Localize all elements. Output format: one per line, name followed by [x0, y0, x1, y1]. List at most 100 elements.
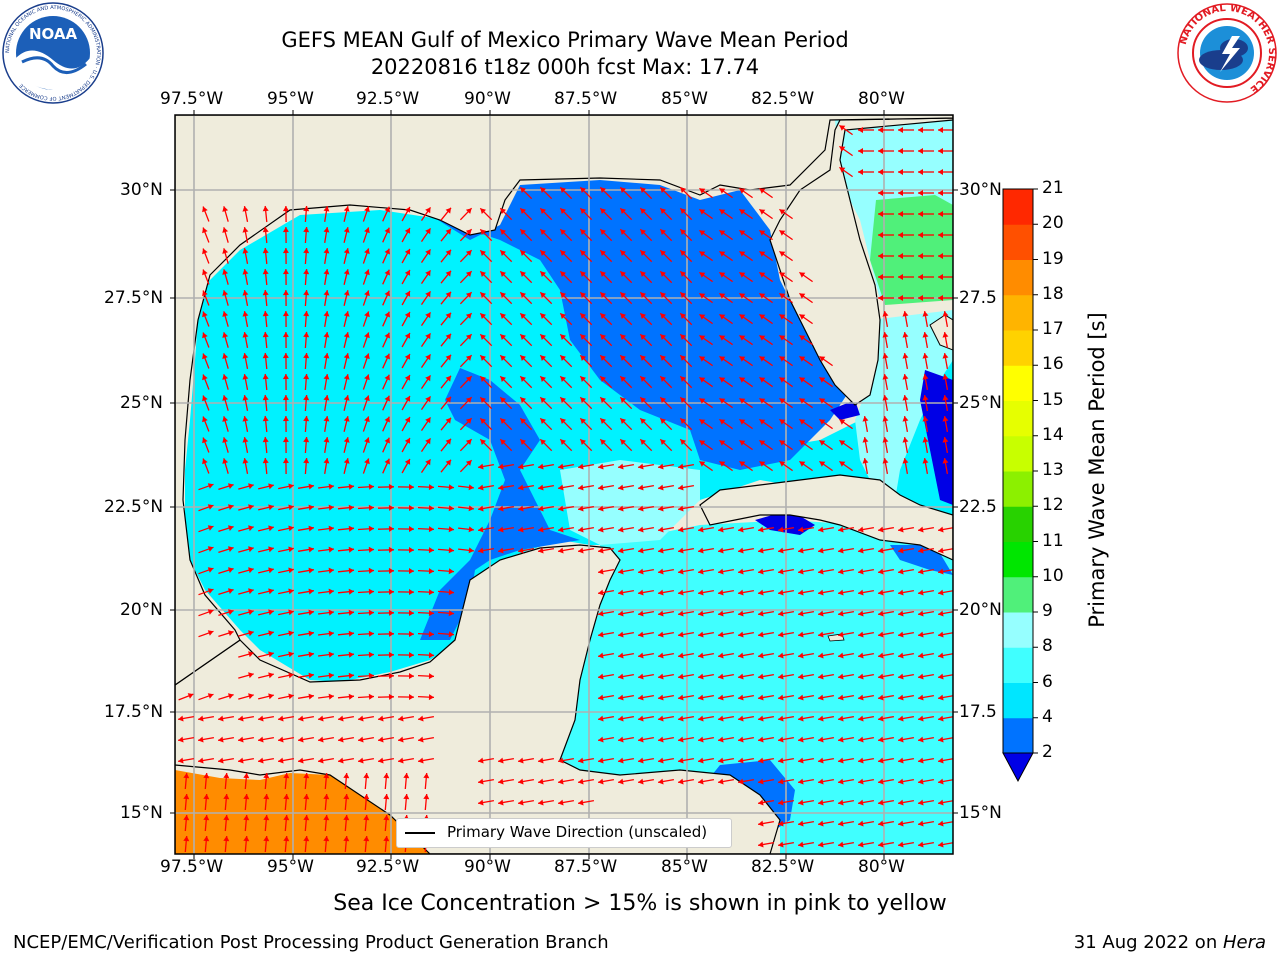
wave-arrow-head: [818, 652, 824, 659]
wave-arrow-head: [428, 631, 434, 638]
wave-arrow-head: [698, 694, 704, 701]
wave-arrow-head: [558, 484, 564, 491]
wave-arrow-head: [638, 484, 644, 491]
wave-arrow-head: [223, 794, 230, 800]
wave-arrow-head: [248, 672, 254, 679]
wave-arrow-head: [268, 693, 274, 700]
wave-arrow-head: [779, 272, 786, 278]
wave-arrow-head: [383, 773, 390, 779]
wave-arrow-head: [418, 757, 424, 764]
wave-arrow-head: [268, 525, 274, 532]
wave-arrow-head: [323, 815, 330, 821]
wave-arrow-head: [680, 355, 686, 361]
wave-arrow-head: [222, 311, 229, 317]
wave-arrow-head: [448, 568, 454, 575]
wave-arrow-head: [819, 440, 826, 446]
wave-arrow-head: [938, 253, 943, 259]
wave-arrow-head: [699, 419, 706, 425]
wave-arrow-head: [798, 610, 804, 617]
wave-arrow-head: [323, 416, 330, 422]
wave-arrow-head: [660, 397, 666, 403]
wave-arrow-head: [618, 778, 624, 785]
wave-arrow-head: [838, 589, 844, 596]
wave-arrow-head: [560, 187, 566, 193]
wave-arrow-head: [738, 757, 744, 764]
wave-arrow-head: [658, 484, 664, 491]
wave-arrow-head: [465, 271, 472, 277]
wave-arrow-head: [580, 418, 586, 424]
wave-arrow-head: [898, 295, 903, 301]
wave-arrow-head: [779, 419, 786, 425]
wave-arrow-head: [207, 630, 214, 636]
lon-tick-top-3: 92.5°W: [356, 89, 420, 109]
wave-arrow-head: [938, 736, 944, 743]
wave-arrow-head: [719, 356, 726, 362]
wave-arrow-head: [678, 505, 684, 512]
wave-arrow-head: [560, 439, 566, 445]
wave-arrow-head: [759, 188, 766, 194]
wave-arrow-head: [282, 248, 289, 254]
cuba-land: [699, 474, 953, 561]
wave-arrow-head: [283, 773, 290, 779]
wave-arrow-head: [598, 589, 604, 596]
wave-arrow-head: [938, 211, 943, 217]
wave-arrow-head: [480, 418, 486, 424]
central-gulf-blue: [420, 368, 580, 640]
wave-arrow-head: [878, 778, 884, 785]
wave-arrow-head: [404, 333, 411, 339]
wave-arrow-head: [358, 715, 364, 722]
wave-arrow-head: [540, 376, 546, 382]
wave-arrow-head: [898, 589, 904, 596]
wave-arrow-head: [500, 418, 506, 424]
wave-arrow-head: [918, 547, 924, 554]
wave-arrow-head: [242, 374, 249, 380]
wave-arrow-head: [520, 418, 526, 424]
wave-arrow-head: [902, 458, 909, 464]
wave-arrow-head: [942, 395, 949, 401]
wave-arrow-head: [242, 290, 249, 296]
wave-arrow-head: [448, 610, 454, 617]
wave-arrow-head: [540, 439, 546, 445]
wave-arrow-head: [403, 773, 410, 779]
wave-arrow-head: [600, 397, 606, 403]
wave-arrow-head: [465, 439, 472, 445]
wave-arrow-head: [858, 631, 864, 638]
wave-arrow-head: [918, 757, 924, 764]
wave-arrow-head: [409, 568, 414, 574]
wave-arrow-head: [600, 313, 606, 319]
wave-arrow-head: [328, 630, 334, 637]
colorbar-tick-label: 11: [1042, 530, 1064, 551]
wave-arrow-head: [262, 353, 269, 359]
wave-arrow-head: [445, 270, 451, 277]
wave-arrow-head: [478, 463, 484, 470]
colorbar-segment: [1003, 682, 1033, 719]
wave-arrow-head: [303, 290, 310, 296]
wave-arrow-head: [409, 694, 414, 700]
wave-arrow-head: [918, 568, 924, 575]
wave-arrow-head: [518, 757, 524, 764]
wave-arrow-head: [560, 208, 566, 214]
wave-arrow-head: [425, 291, 431, 298]
wave-arrow-head: [598, 568, 604, 575]
wave-arrow-head: [323, 269, 330, 275]
wave-arrow-head: [858, 652, 864, 659]
wave-arrow-head: [558, 526, 564, 533]
wave-arrow-head: [818, 799, 824, 806]
wave-arrow-head: [538, 547, 544, 554]
wave-arrow-head: [243, 836, 250, 842]
wave-arrow-head: [580, 271, 586, 277]
wave-arrow-head: [198, 715, 204, 722]
wave-arrow-head: [640, 271, 646, 277]
gulf-water-cyan: [185, 210, 953, 682]
wave-arrow-head: [404, 459, 411, 465]
wave-arrow-head: [500, 250, 506, 256]
wave-arrow-head: [739, 398, 746, 404]
wave-arrow-head: [660, 418, 666, 424]
wave-arrow-head: [303, 458, 310, 464]
wave-arrow-head: [699, 272, 706, 278]
wave-arrow-head: [323, 248, 330, 254]
wave-arrow-head: [818, 589, 824, 596]
wave-arrow-head: [428, 547, 434, 554]
wave-arrow-head: [739, 356, 746, 362]
wave-arrow-head: [560, 397, 566, 403]
